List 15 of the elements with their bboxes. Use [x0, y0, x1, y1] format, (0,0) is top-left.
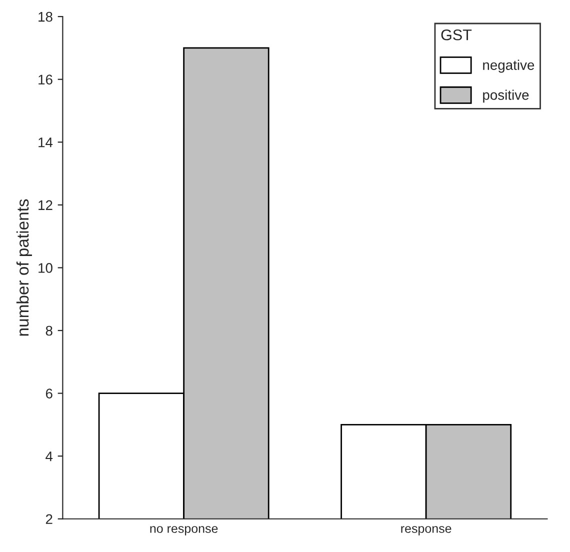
- legend-label: positive: [483, 90, 529, 103]
- x-tick-label: no response: [150, 526, 218, 536]
- y-tick-label: 6: [46, 388, 52, 398]
- y-tick-label: 12: [38, 200, 52, 210]
- legend-label: negative: [483, 60, 534, 73]
- y-tick-label: 18: [38, 12, 52, 22]
- y-axis-title: number of patients: [16, 199, 32, 336]
- y-tick-label: 10: [38, 263, 52, 273]
- y-tick-label: 16: [38, 74, 52, 85]
- y-tick-label: 4: [46, 452, 53, 462]
- y-tick-label: 14: [38, 138, 53, 148]
- x-tick-label: response: [401, 526, 452, 536]
- y-tick-label: 8: [46, 326, 52, 336]
- legend-title: GST: [441, 29, 472, 40]
- y-tick-label: 2: [46, 514, 52, 524]
